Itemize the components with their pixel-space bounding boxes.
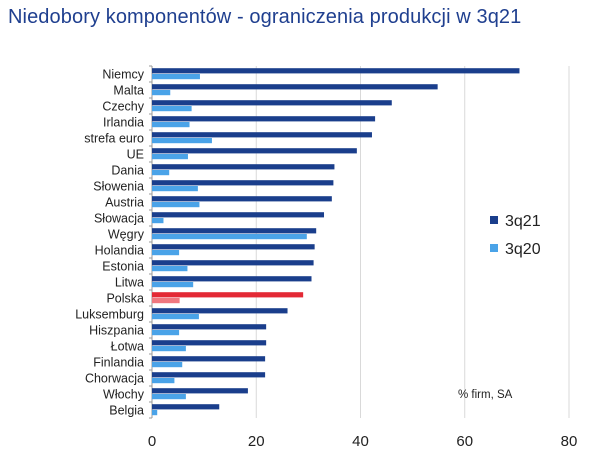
category-label: Holandia — [95, 244, 144, 258]
x-tick-label: 40 — [352, 433, 369, 450]
category-label: Hiszpania — [89, 324, 144, 338]
bar-3q20-Belgia — [152, 410, 158, 416]
bar-3q20-Hiszpania — [152, 330, 180, 336]
bar-3q20-Słowenia — [152, 186, 198, 192]
bar-3q20-Słowacja — [152, 218, 164, 224]
bar-3q20-Malta — [152, 90, 171, 96]
category-label: Dania — [111, 164, 144, 178]
bar-3q21-Holandia — [152, 244, 315, 250]
category-label: Irlandia — [103, 116, 144, 130]
bar-3q20-strefa euro — [152, 138, 212, 144]
bar-3q21-Irlandia — [152, 116, 376, 122]
bar-3q21-Luksemburg — [152, 308, 288, 314]
bar-3q20-UE — [152, 154, 188, 160]
bar-3q21-Włochy — [152, 388, 248, 394]
bar-3q21-Finlandia — [152, 356, 266, 362]
category-label: Słowacja — [94, 212, 144, 226]
bar-3q20-Czechy — [152, 106, 192, 112]
bar-3q21-Malta — [152, 84, 438, 90]
bar-3q21-Polska — [152, 292, 304, 298]
bar-3q21-Słowacja — [152, 212, 325, 218]
legend-swatch-3q21 — [490, 216, 498, 224]
bar-3q20-Finlandia — [152, 362, 183, 368]
category-label: Niemcy — [102, 68, 144, 82]
bar-3q20-Estonia — [152, 266, 188, 272]
category-label: Malta — [113, 84, 144, 98]
bar-3q20-Luksemburg — [152, 314, 199, 320]
legend-label-3q20: 3q20 — [505, 241, 541, 258]
bar-3q21-Dania — [152, 164, 335, 170]
bar-3q21-Austria — [152, 196, 332, 202]
category-label: Czechy — [102, 100, 144, 114]
category-label: Luksemburg — [75, 308, 144, 322]
bar-3q20-Dania — [152, 170, 170, 176]
category-label: Słowenia — [93, 180, 144, 194]
bar-3q21-Litwa — [152, 276, 312, 282]
bar-3q21-Hiszpania — [152, 324, 267, 330]
category-label: Łotwa — [111, 340, 144, 354]
bar-3q20-Litwa — [152, 282, 194, 288]
bar-3q20-Chorwacja — [152, 378, 175, 384]
bar-3q20-Włochy — [152, 394, 186, 400]
x-tick-label: 0 — [148, 433, 156, 450]
bar-3q20-Węgry — [152, 234, 307, 240]
bar-3q20-Holandia — [152, 250, 180, 256]
bar-3q21-Czechy — [152, 100, 392, 106]
bar-3q21-Słowenia — [152, 180, 334, 186]
bar-3q21-Łotwa — [152, 340, 267, 346]
category-label: Chorwacja — [85, 372, 144, 386]
unit-annotation: % firm, SA — [458, 389, 513, 401]
chart-title: Niedobory komponentów - ograniczenia pro… — [8, 6, 522, 28]
bar-3q21-Węgry — [152, 228, 317, 234]
bar-3q21-strefa euro — [152, 132, 372, 138]
bar-3q21-UE — [152, 148, 357, 154]
legend-label-3q21: 3q21 — [505, 213, 541, 230]
bar-3q20-Niemcy — [152, 74, 200, 80]
bar-3q21-Belgia — [152, 404, 220, 410]
x-tick-label: 60 — [456, 433, 473, 450]
category-label: Austria — [105, 196, 144, 210]
bar-3q21-Chorwacja — [152, 372, 266, 378]
legend-swatch-3q20 — [490, 244, 498, 252]
category-label: Belgia — [109, 404, 144, 418]
bar-3q20-Irlandia — [152, 122, 190, 128]
x-tick-label: 20 — [248, 433, 265, 450]
bar-3q20-Polska — [152, 298, 180, 304]
category-label: Węgry — [108, 228, 145, 242]
bar-3q20-Austria — [152, 202, 200, 208]
bar-3q21-Estonia — [152, 260, 314, 266]
category-label: Estonia — [102, 260, 144, 274]
x-tick-label: 80 — [561, 433, 578, 450]
category-label: Litwa — [115, 276, 144, 290]
bar-3q21-Niemcy — [152, 68, 520, 74]
category-label: strefa euro — [84, 132, 144, 146]
category-label: Włochy — [103, 388, 145, 402]
category-label: Finlandia — [93, 356, 144, 370]
bar-3q20-Łotwa — [152, 346, 186, 352]
category-label: UE — [127, 148, 144, 162]
category-label: Polska — [106, 292, 144, 306]
